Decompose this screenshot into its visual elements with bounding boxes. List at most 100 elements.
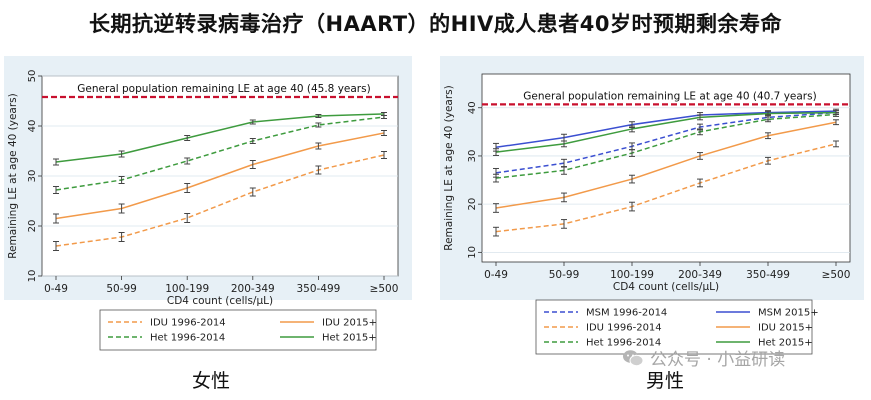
error-bar — [765, 116, 771, 123]
legend-label: Het 1996-2014 — [150, 333, 225, 344]
legend-label: MSM 1996-2014 — [586, 308, 667, 319]
error-bar — [629, 125, 635, 133]
x-tick-label: 100-199 — [165, 283, 209, 295]
y-tick-label: 40 — [467, 101, 478, 114]
y-axis-label: Remaining LE at age 40 (years) — [443, 85, 455, 251]
chart-female: 10 20 30 40 50 Remaining LE at age 40 (years)… — [4, 56, 412, 351]
y-tick-label: 10 — [27, 270, 38, 283]
error-bar — [765, 156, 771, 165]
error-bar — [315, 142, 322, 150]
series-line — [55, 154, 385, 247]
legend-label: IDU 2015+ — [758, 323, 813, 334]
legend-label: IDU 2015+ — [322, 318, 377, 329]
x-tick-label: 200-349 — [678, 269, 722, 281]
series-line — [495, 121, 837, 209]
x-tick-label: 350-499 — [296, 283, 340, 295]
legend-label: IDU 1996-2014 — [586, 323, 662, 334]
x-tick-label: 350-499 — [746, 269, 790, 281]
series-line — [495, 111, 837, 153]
x-tick-label: 0-49 — [484, 269, 508, 281]
error-bar — [381, 112, 387, 116]
error-bar — [629, 174, 635, 184]
series-line — [495, 143, 837, 233]
reference-label: General population remaining LE at age 4… — [523, 90, 816, 102]
y-axis-label: Remaining LE at age 40 (years) — [7, 93, 19, 259]
error-bar — [315, 122, 322, 128]
x-tick-label: 200-349 — [231, 283, 275, 295]
error-bar — [53, 186, 59, 194]
error-bar — [561, 140, 567, 148]
error-bar — [629, 201, 635, 212]
error-bar — [118, 150, 125, 158]
error-bar — [184, 183, 191, 193]
watermark-text: 公众号 · 小益研读 — [650, 350, 786, 370]
series-line — [55, 132, 385, 220]
series-line — [495, 111, 837, 174]
panel-label-male: 男性 — [646, 370, 685, 392]
x-tick-label: ≥500 — [370, 283, 399, 295]
error-bar — [118, 203, 125, 214]
error-bar — [184, 213, 191, 223]
y-tick-label: 10 — [467, 246, 478, 259]
error-bar — [53, 213, 59, 224]
error-bar — [561, 219, 567, 229]
legend-label: MSM 2015+ — [758, 308, 819, 319]
error-bar — [833, 140, 839, 148]
error-bar — [697, 128, 703, 136]
error-bar — [493, 148, 499, 156]
y-tick-label: 30 — [27, 170, 38, 183]
error-bar — [697, 178, 703, 188]
series-line — [495, 113, 837, 179]
error-bar — [493, 173, 499, 183]
legend-box — [535, 299, 813, 355]
error-bar — [53, 158, 59, 166]
error-bar — [249, 119, 256, 125]
y-tick-label: 40 — [27, 120, 38, 133]
error-bar — [833, 119, 839, 126]
x-tick-label: 0-49 — [44, 283, 68, 295]
error-bar — [561, 166, 567, 175]
legend-label: Het 2015+ — [322, 333, 377, 344]
error-bar — [697, 152, 703, 160]
watermark: 公众号 · 小益研读 — [622, 345, 785, 370]
error-bar — [315, 165, 322, 175]
x-tick-label: 50-99 — [106, 283, 137, 295]
series-line — [55, 116, 385, 191]
error-bar — [118, 232, 125, 242]
x-tick-label: 50-99 — [549, 269, 580, 281]
x-tick-label: 100-199 — [610, 269, 654, 281]
chart-male: 10 20 30 40 Remaining LE at age 40 (years) 0-… — [440, 56, 864, 355]
error-bar — [249, 187, 256, 197]
page-title: 长期抗逆转录病毒治疗（HAART）的HIV成人患者40岁时预期剩余寿命 — [89, 12, 782, 36]
error-bar — [629, 149, 635, 157]
y-tick-label: 30 — [467, 150, 478, 163]
panel-label-female: 女性 — [192, 370, 231, 392]
y-tick-label: 20 — [467, 198, 478, 211]
series-line — [495, 110, 837, 149]
error-bar — [315, 114, 322, 118]
error-bar — [833, 110, 839, 115]
legend-label: IDU 1996-2014 — [150, 318, 226, 329]
x-axis-label: CD4 count (cells/µL) — [613, 281, 719, 293]
legend-label: Het 2015+ — [758, 338, 813, 349]
error-bar — [381, 151, 387, 159]
error-bar — [53, 241, 59, 251]
x-tick-label: ≥500 — [822, 269, 851, 281]
reference-label: General population remaining LE at age 4… — [77, 83, 370, 95]
error-bar — [381, 130, 387, 136]
error-bar — [493, 203, 499, 213]
error-bar — [493, 226, 499, 237]
y-tick-label: 20 — [27, 220, 38, 233]
error-bar — [118, 176, 125, 184]
error-bar — [249, 160, 256, 169]
error-bar — [249, 138, 256, 144]
error-bar — [184, 135, 191, 141]
legend-box — [99, 309, 377, 351]
error-bar — [697, 114, 703, 121]
error-bar — [765, 132, 771, 140]
wechat-icon — [623, 349, 644, 366]
error-bar — [765, 111, 771, 116]
legend-label: Het 1996-2014 — [586, 338, 661, 349]
error-bar — [184, 157, 191, 165]
y-tick-label: 50 — [27, 70, 38, 83]
